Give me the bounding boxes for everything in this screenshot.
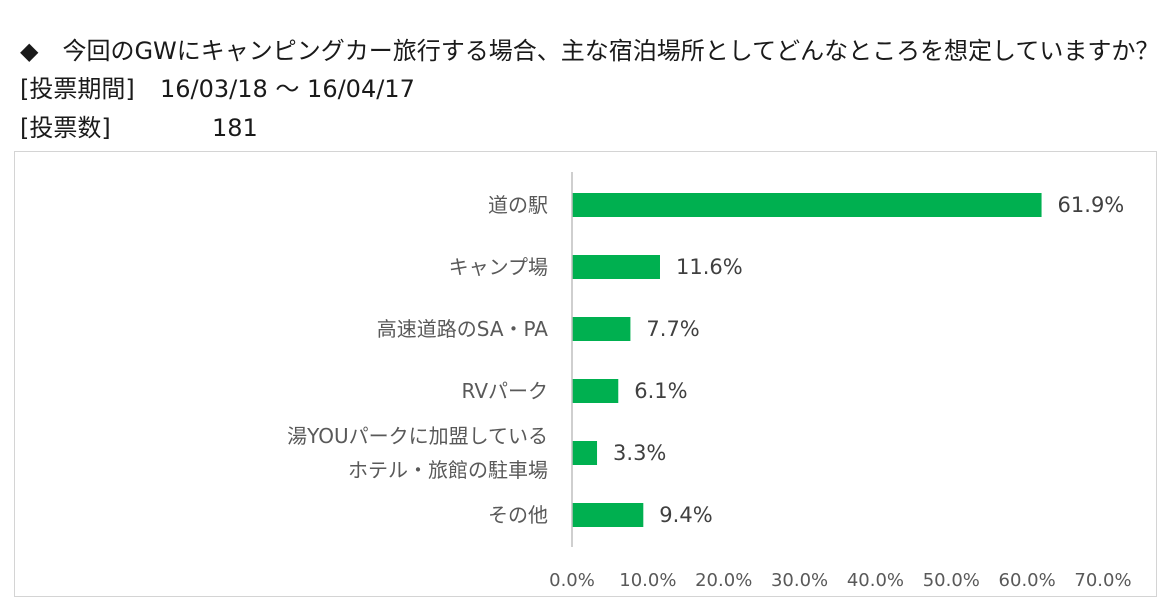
x-tick-label: 40.0%: [847, 570, 904, 591]
bar: [572, 503, 644, 527]
category-label: その他: [488, 503, 548, 527]
period-value: 16/03/18 〜 16/04/17: [160, 75, 415, 103]
x-tick-label: 20.0%: [695, 570, 752, 591]
bar-chart: 61.9% 道の駅 11.6% キャンプ場 7.7% 高速道路のSA・PA 6.1% RVパー…: [287, 172, 1132, 591]
category-label: RVパーク: [462, 379, 548, 403]
bar: [572, 441, 598, 465]
bar: [572, 193, 1042, 217]
category-label: 湯YOUパークに加盟している: [287, 424, 548, 448]
vote-count: [投票数] 181: [20, 113, 258, 143]
x-tick-label: 30.0%: [771, 570, 828, 591]
x-tick-label: 50.0%: [923, 570, 980, 591]
votes-label: [投票数]: [20, 114, 111, 142]
x-tick-label: 70.0%: [1074, 570, 1131, 591]
period-label: [投票期間]: [20, 75, 135, 103]
votes-value: 181: [212, 114, 258, 142]
category-label: 道の駅: [488, 193, 548, 217]
category-label: ホテル・旅館の駐車場: [348, 458, 548, 482]
x-tick-label: 0.0%: [549, 570, 595, 591]
bar: [572, 379, 619, 403]
data-label: 11.6%: [676, 255, 743, 279]
bar: [572, 255, 660, 279]
category-label: 高速道路のSA・PA: [377, 317, 549, 341]
question-title: ◆ 今回のGWにキャンピングカー旅行する場合、主な宿泊場所としてどんなところを想…: [20, 37, 1160, 65]
voting-period: [投票期間] 16/03/18 〜 16/04/17: [20, 74, 415, 104]
data-label: 9.4%: [659, 503, 712, 527]
chart-frame: 61.9% 道の駅 11.6% キャンプ場 7.7% 高速道路のSA・PA 6.1% RVパー…: [14, 151, 1157, 597]
data-label: 7.7%: [646, 317, 699, 341]
x-tick-label: 60.0%: [999, 570, 1056, 591]
bar: [572, 317, 631, 341]
x-tick-label: 10.0%: [619, 570, 676, 591]
data-label: 6.1%: [634, 379, 687, 403]
data-label: 61.9%: [1058, 193, 1125, 217]
category-label: キャンプ場: [449, 255, 548, 279]
data-label: 3.3%: [613, 441, 666, 465]
